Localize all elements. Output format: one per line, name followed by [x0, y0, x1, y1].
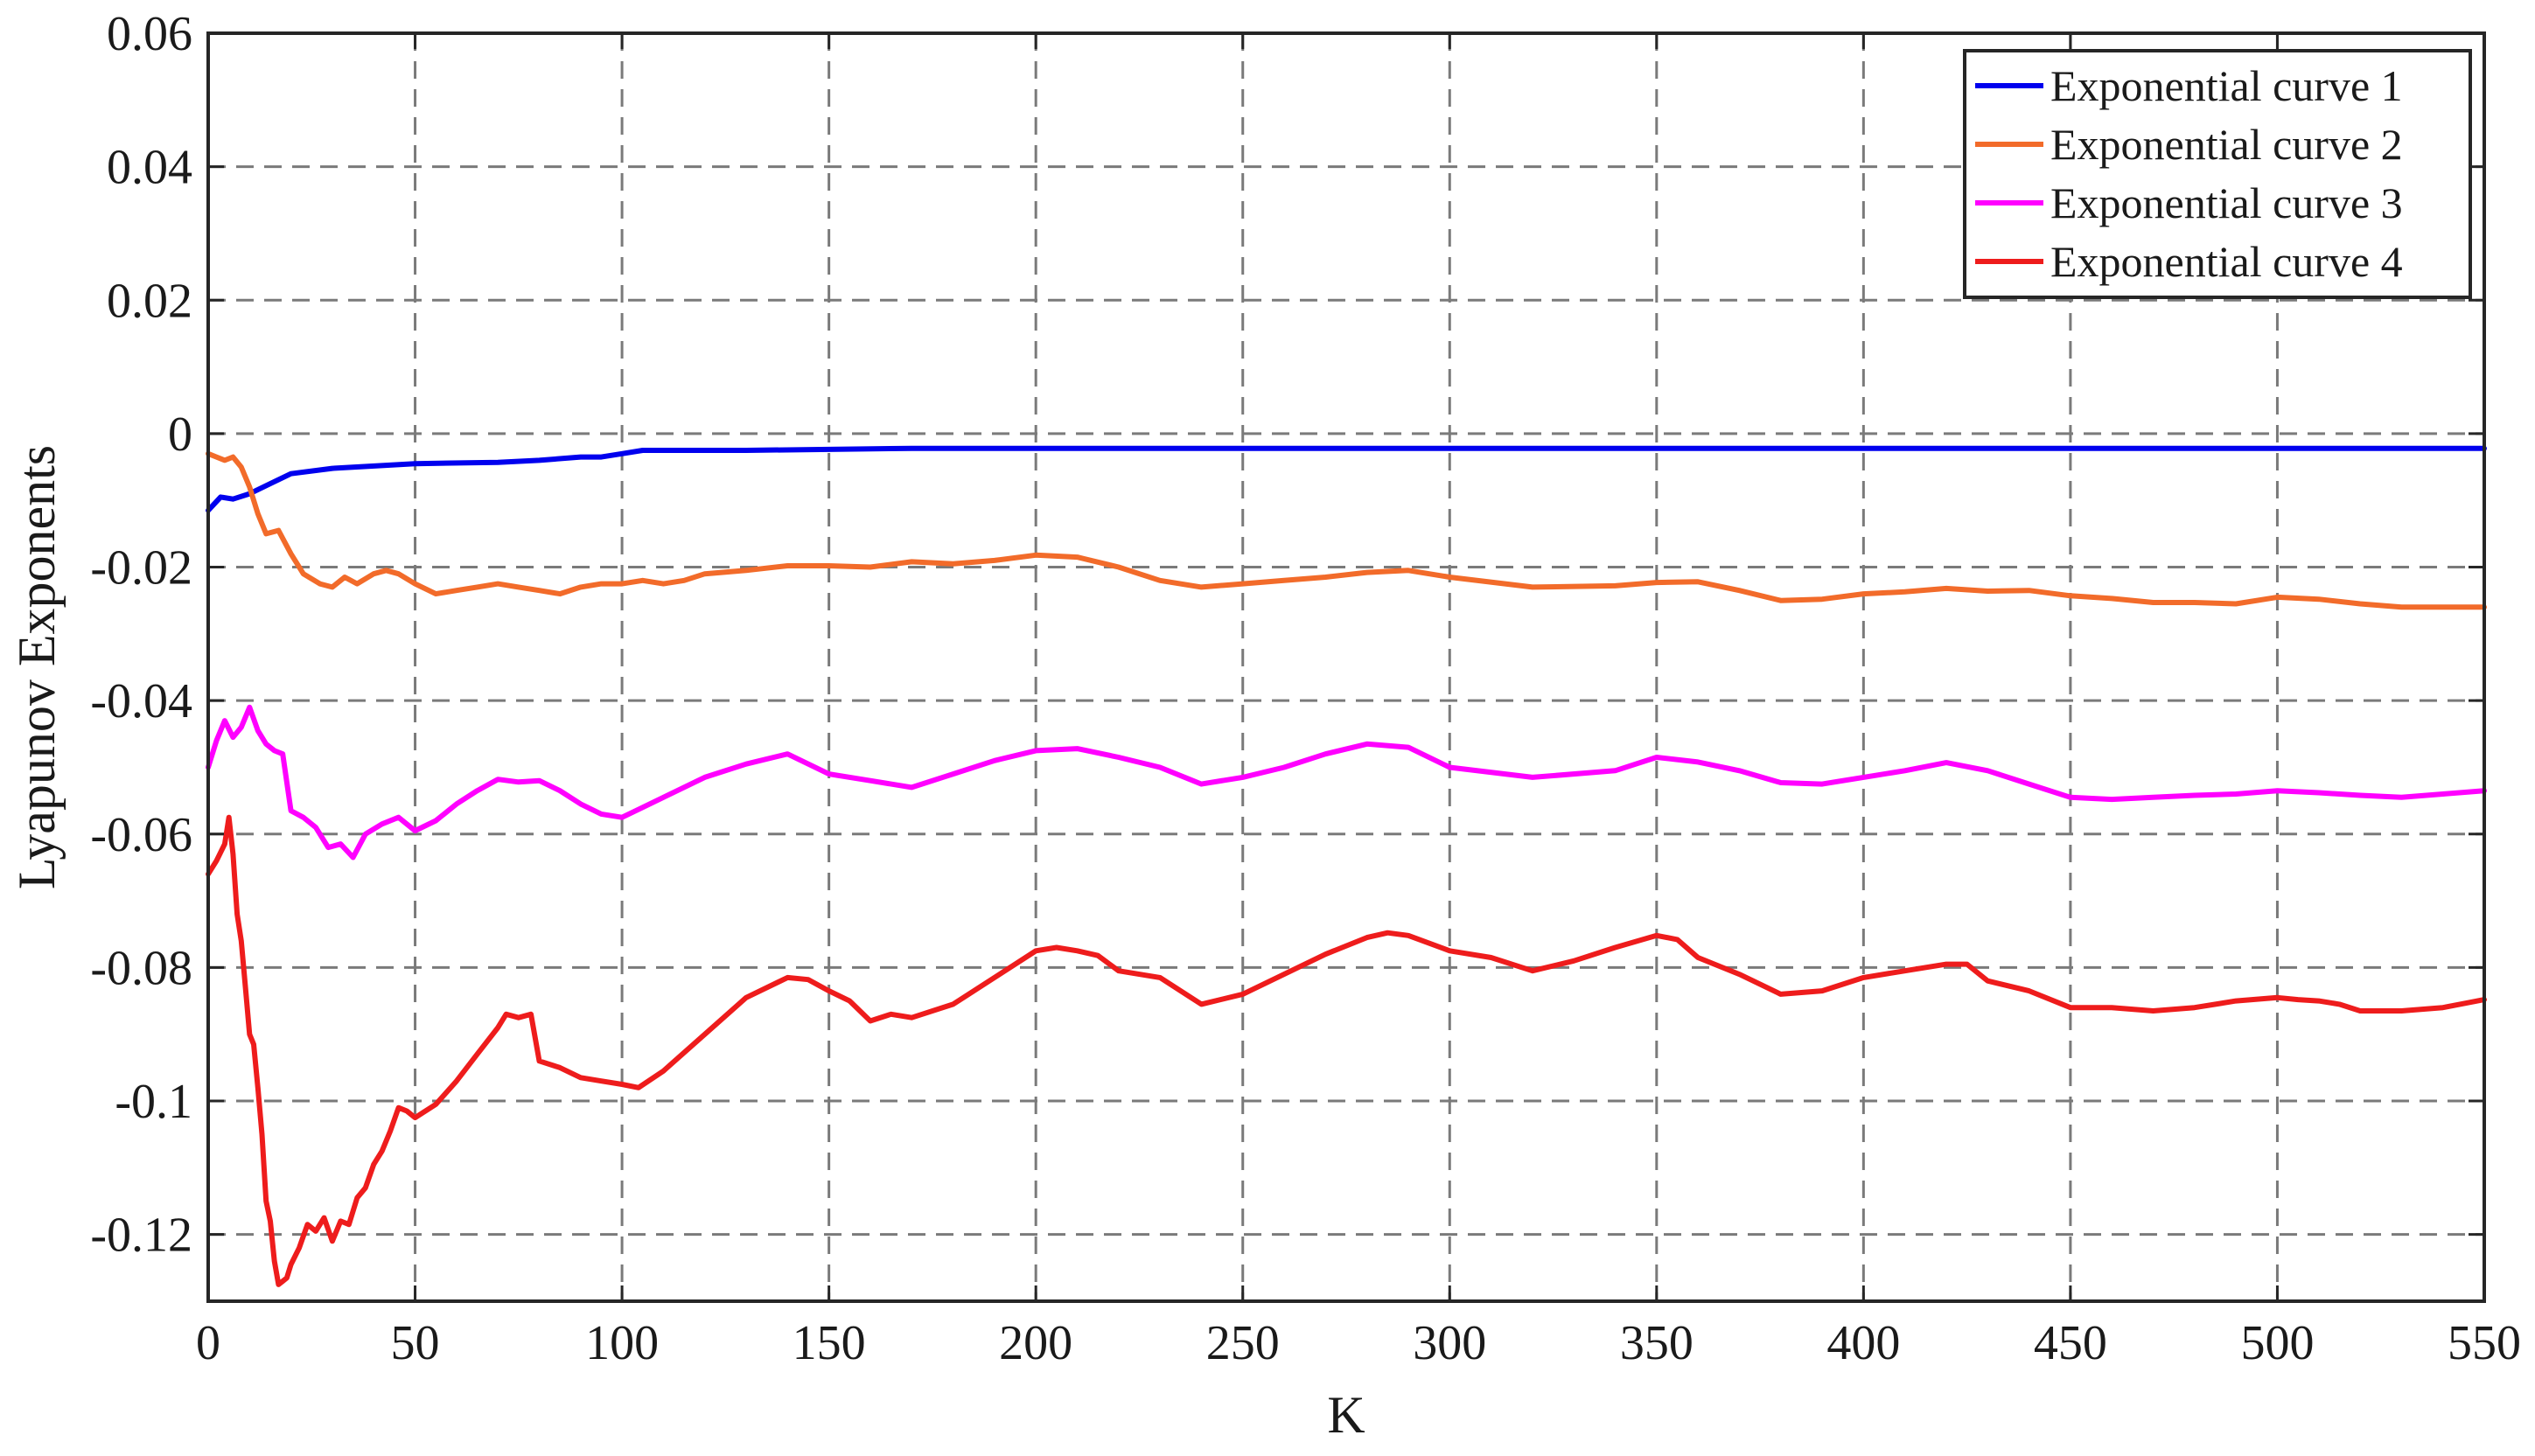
legend-label-3: Exponential curve 3	[2050, 178, 2403, 227]
x-tick-label: 400	[1826, 1316, 1900, 1370]
plot-frame	[206, 31, 2486, 1303]
x-tick-label: 250	[1206, 1316, 1280, 1370]
y-tick-label: -0.1	[115, 1075, 192, 1129]
series-lines	[206, 445, 2487, 1287]
series-line-3	[206, 704, 2487, 860]
x-tick-label: 100	[585, 1316, 659, 1370]
y-tick-label: 0	[168, 408, 192, 462]
y-axis-label: Lyapunov Exponents	[8, 445, 66, 889]
x-tick-label: 0	[196, 1316, 220, 1370]
x-tick-label: 150	[793, 1316, 866, 1370]
x-axis-label: K	[1327, 1386, 1365, 1444]
y-tick-label: 0.04	[107, 141, 192, 195]
x-tick-label: 500	[2240, 1316, 2314, 1370]
y-tick-label: 0.06	[107, 7, 192, 61]
legend-label-1: Exponential curve 1	[2050, 61, 2403, 110]
x-tick-label: 300	[1413, 1316, 1486, 1370]
series-line-2	[206, 450, 2487, 610]
series-line-4	[206, 814, 2487, 1287]
legend-label-2: Exponential curve 2	[2050, 120, 2403, 169]
x-tick-label: 450	[2034, 1316, 2107, 1370]
legend-label-4: Exponential curve 4	[2050, 237, 2403, 286]
x-tick-label: 200	[999, 1316, 1072, 1370]
y-tick-label: -0.02	[90, 541, 192, 596]
x-tick-label: 50	[391, 1316, 440, 1370]
y-tick-label: -0.06	[90, 808, 192, 862]
axis-ticks: 0 50 100 150 200 250 300 350 400 450 500 550 0.06 0.0…	[90, 7, 2521, 1370]
y-tick-label: 0.02	[107, 274, 192, 328]
legend-box	[1963, 49, 2472, 299]
y-tick-label: -0.12	[90, 1209, 192, 1263]
x-tick-label: 550	[2448, 1316, 2521, 1370]
y-tick-label: -0.04	[90, 674, 192, 728]
y-tick-label: -0.08	[90, 941, 192, 995]
x-tick-label: 350	[1620, 1316, 1693, 1370]
legend: Exponential curve 1 Exponential curve 2 Ex…	[1963, 49, 2472, 299]
